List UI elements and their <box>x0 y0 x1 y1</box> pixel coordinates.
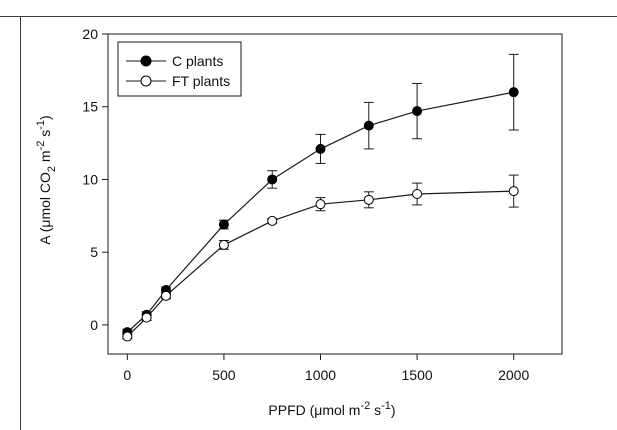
data-point <box>141 312 152 323</box>
axis-ticks: 0 500 1000 1500 2000 0 5 10 15 20 <box>82 26 529 383</box>
data-point <box>122 331 133 342</box>
y-tick-label: 10 <box>82 171 98 187</box>
y-tick-label: 15 <box>82 99 98 115</box>
y-axis-label: A (μmol CO2 m-2 s-1) <box>35 115 58 244</box>
y-tick-label: 0 <box>90 317 98 333</box>
data-point <box>412 106 423 117</box>
legend-marker-ft-plants <box>140 75 152 87</box>
y-tick-label: 5 <box>90 244 98 260</box>
data-point <box>508 186 519 197</box>
data-point <box>315 199 326 210</box>
data-point <box>508 87 519 98</box>
data-point <box>218 219 229 230</box>
legend-label-ft-plants: FT plants <box>172 73 230 89</box>
x-tick-label: 1500 <box>402 367 433 383</box>
data-point <box>315 143 326 154</box>
x-tick-label: 0 <box>123 367 131 383</box>
series-line-ft-plants <box>126 190 514 337</box>
legend-marker-c-plants <box>140 55 152 67</box>
series-layer <box>122 53 519 342</box>
frame-top-border <box>0 16 617 17</box>
data-point <box>363 194 374 205</box>
frame-left-border <box>20 16 21 430</box>
data-point <box>160 290 171 301</box>
plot-area <box>107 33 563 355</box>
data-point <box>267 215 278 226</box>
x-tick-label: 2000 <box>498 367 529 383</box>
series-line-c-plants <box>126 91 514 333</box>
legend-label-c-plants: C plants <box>172 53 223 69</box>
data-point <box>218 239 229 250</box>
series-ft-plants <box>122 174 519 342</box>
x-axis-label: PPFD (μmol m-2 s-1) <box>268 400 395 418</box>
data-point <box>363 120 374 131</box>
legend: C plants FT plants <box>117 41 242 97</box>
data-point <box>267 174 278 185</box>
x-tick-label: 1000 <box>305 367 336 383</box>
data-point <box>412 189 423 199</box>
series-c-plants <box>122 53 519 338</box>
y-tick-label: 20 <box>82 26 98 42</box>
legend-box <box>117 41 242 97</box>
x-tick-label: 500 <box>212 367 236 383</box>
